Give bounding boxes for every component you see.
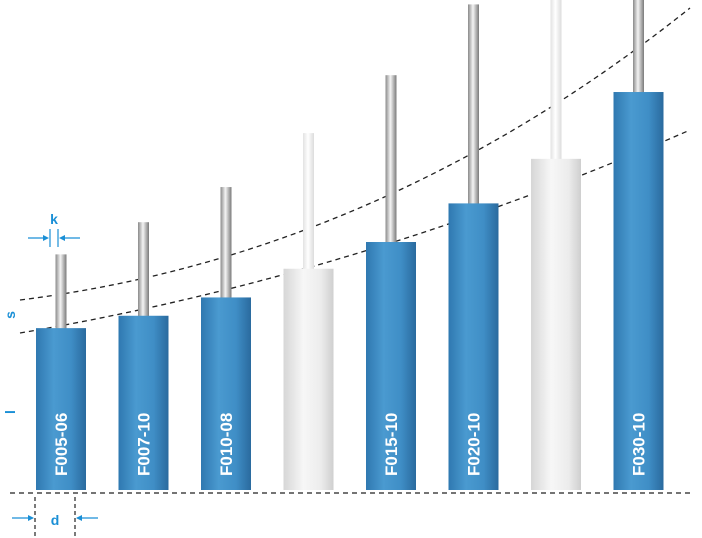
cylinder-body — [613, 92, 664, 491]
piston-rod — [55, 254, 67, 331]
cylinder-body — [366, 242, 416, 490]
cylinder — [531, 0, 581, 490]
cylinder-label: F010-08 — [217, 413, 236, 476]
cylinder-body — [531, 158, 581, 490]
piston-rod — [550, 0, 562, 161]
cylinder-label: F005-06 — [52, 413, 71, 476]
dimension-k: k — [28, 211, 80, 247]
piston-rod — [385, 75, 397, 245]
k-label: k — [50, 211, 58, 227]
piston-rod — [303, 133, 314, 271]
cylinder-label: F007-10 — [135, 413, 154, 476]
cylinder-label: F015-10 — [382, 413, 401, 476]
body-envelope-curve — [19, 129, 691, 334]
cylinder: F030-10 — [613, 0, 664, 491]
cylinder-body — [36, 328, 86, 490]
piston-rod — [468, 4, 479, 206]
cylinder: F015-10 — [366, 75, 416, 490]
piston-rod — [220, 187, 232, 300]
cylinder: F010-08 — [201, 187, 251, 490]
cylinder — [283, 133, 334, 490]
cylinder-label: F030-10 — [630, 413, 649, 476]
cylinder-body — [201, 297, 251, 490]
cylinder: F005-06 — [36, 254, 86, 490]
piston-rod — [633, 0, 644, 95]
s-label: s — [2, 311, 18, 319]
cylinder-label: F020-10 — [465, 413, 484, 476]
cylinder: F020-10 — [448, 4, 499, 490]
cylinder-body — [118, 315, 169, 490]
cylinder-body — [448, 203, 499, 490]
piston-rod — [138, 222, 149, 318]
cylinder: F007-10 — [118, 222, 169, 490]
cylinder-body — [283, 268, 334, 490]
cylinder-group: F005-06 F007-10 F010-08 F015-10 F020-10 F030-… — [36, 0, 664, 491]
stroke-envelope-curve — [19, 7, 691, 301]
dimension-d: d — [12, 497, 98, 538]
l-label: l — [2, 410, 18, 414]
d-label: d — [51, 512, 60, 528]
